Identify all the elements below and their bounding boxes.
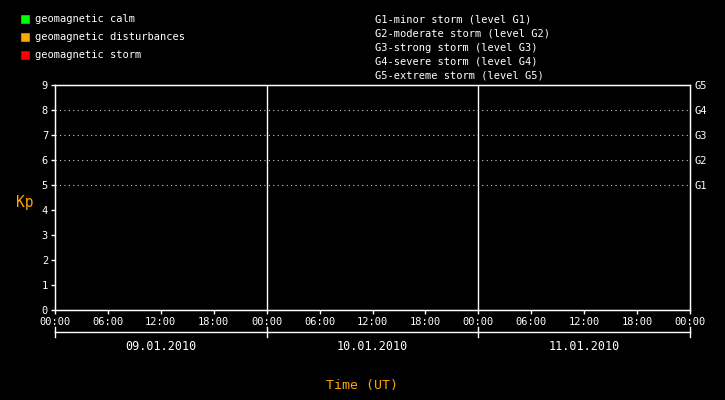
Text: G1-minor storm (level G1): G1-minor storm (level G1) xyxy=(375,15,531,25)
Text: geomagnetic disturbances: geomagnetic disturbances xyxy=(35,32,185,42)
Text: G4-severe storm (level G4): G4-severe storm (level G4) xyxy=(375,57,537,67)
Text: Time (UT): Time (UT) xyxy=(326,378,399,392)
Text: G5-extreme storm (level G5): G5-extreme storm (level G5) xyxy=(375,71,544,81)
Text: 11.01.2010: 11.01.2010 xyxy=(549,340,620,352)
Text: G2-moderate storm (level G2): G2-moderate storm (level G2) xyxy=(375,29,550,39)
Text: G3-strong storm (level G3): G3-strong storm (level G3) xyxy=(375,43,537,53)
Text: 09.01.2010: 09.01.2010 xyxy=(125,340,196,352)
Text: Kp: Kp xyxy=(16,195,34,210)
Text: geomagnetic storm: geomagnetic storm xyxy=(35,50,141,60)
Text: 10.01.2010: 10.01.2010 xyxy=(337,340,408,352)
Text: geomagnetic calm: geomagnetic calm xyxy=(35,14,135,24)
